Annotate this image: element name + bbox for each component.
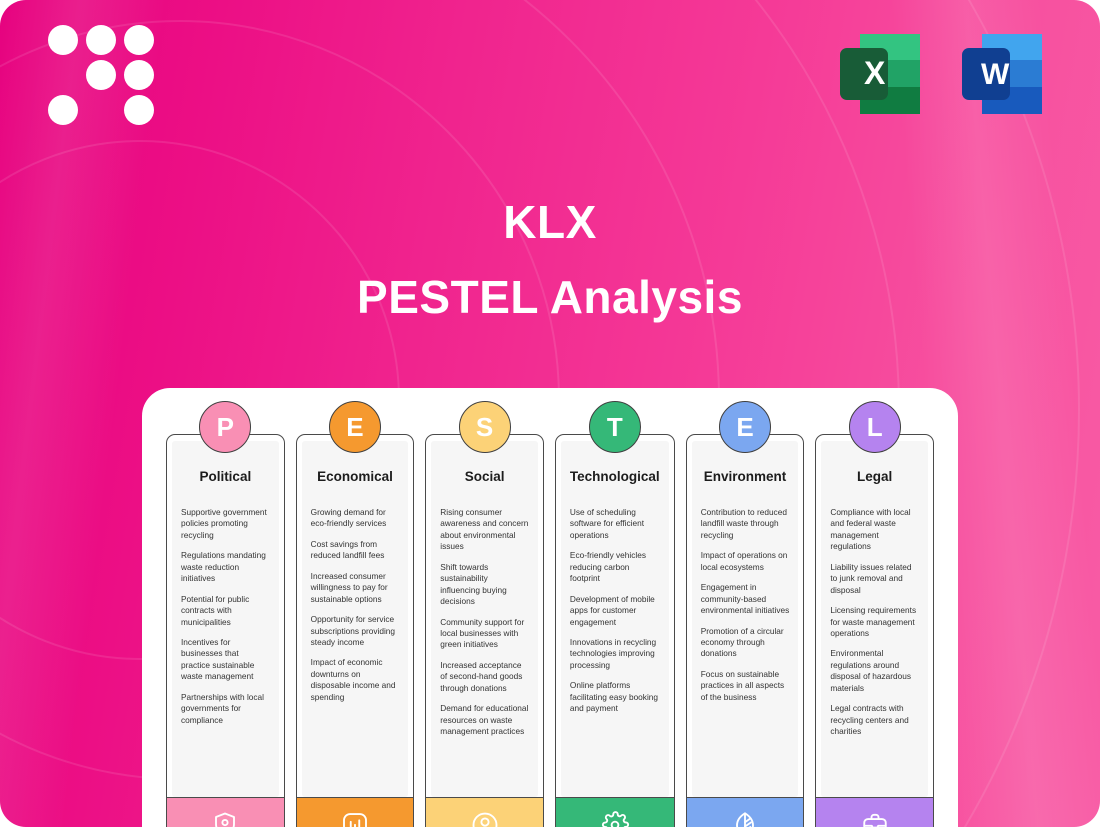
seven-dot-grid-logo — [48, 25, 154, 125]
hero-line-1: KLX — [503, 196, 597, 248]
column-letter-badge: T — [588, 401, 641, 453]
logo-dot — [124, 25, 154, 55]
word-icon[interactable]: W — [954, 26, 1050, 122]
column-point: Development of mobile apps for customer … — [569, 593, 655, 627]
column-letter-badge: P — [199, 401, 252, 453]
column-icon-bar — [816, 797, 933, 827]
column-point: Incentives for businesses that practice … — [181, 636, 255, 682]
column-letter-badge: S — [458, 401, 511, 453]
column-point: Regulations mandating waste reduction in… — [181, 550, 266, 584]
column-point: Impact of economic downturns on disposab… — [310, 657, 396, 702]
column-title: Political — [199, 469, 252, 484]
logo-dot — [124, 60, 154, 90]
user-circle-icon — [470, 810, 500, 827]
column-title: Legal — [857, 469, 893, 484]
hero-title: KLX PESTEL Analysis — [0, 196, 1100, 324]
column-point-list: Rising consumer awareness and concern ab… — [440, 507, 529, 746]
column-point: Potential for public contracts with muni… — [181, 593, 250, 627]
column-point: Eco-friendly vehicles reducing carbon fo… — [569, 550, 647, 584]
column-point: Impact of operations on local ecosystems — [700, 550, 788, 572]
column-point: Increased acceptance of second-hand good… — [440, 659, 523, 693]
column-point: Rising consumer awareness and concern ab… — [440, 507, 529, 552]
column-point: Liability issues related to junk removal… — [830, 561, 912, 595]
column-icon-bar — [296, 797, 414, 827]
pestel-column-environment[interactable]: E Environment Contribution to reduced land… — [685, 401, 805, 827]
column-point: Contribution to reduced landfill waste t… — [700, 507, 787, 540]
logo-dot — [48, 25, 78, 55]
hero-line-2: PESTEL Analysis — [357, 270, 743, 323]
column-point: Cost savings from reduced landfill fees — [310, 538, 385, 561]
column-point-list: Compliance with local and federal waste … — [830, 507, 919, 746]
column-title: Social — [464, 469, 505, 484]
column-point: Licensing requirements for waste managem… — [830, 605, 917, 638]
gear-icon — [600, 810, 630, 827]
column-panel: Social Rising consumer awareness and conc… — [431, 441, 538, 797]
column-point-list: Supportive government policies promoting… — [181, 507, 270, 735]
leaf-icon — [730, 810, 760, 827]
bar-chart-icon — [340, 810, 370, 827]
excel-icon[interactable]: X — [832, 26, 928, 122]
column-icon-bar — [686, 797, 804, 827]
column-panel: Political Supportive government policies … — [172, 441, 279, 797]
logo-dot — [86, 60, 116, 90]
svg-text:W: W — [981, 58, 1010, 91]
column-point: Engagement in community-based environmen… — [700, 582, 790, 616]
column-title: Environment — [703, 469, 787, 484]
column-panel: Economical Growing demand for eco-friendl… — [301, 441, 409, 797]
pestel-board: P Political Supportive government policies… — [142, 388, 958, 827]
logo-dot — [48, 95, 78, 125]
column-point: Shift towards sustainability influencing… — [440, 561, 507, 607]
pestel-column-economical[interactable]: E Economical Growing demand for eco-friend… — [295, 401, 415, 827]
column-title: Technological — [569, 469, 660, 484]
column-point: Partnerships with local governments for … — [181, 691, 265, 725]
shield-person-icon — [210, 810, 240, 827]
column-point: Growing demand for eco-friendly services — [310, 507, 387, 529]
column-point: Online platforms facilitating easy booki… — [569, 680, 659, 714]
column-panel: Environment Contribution to reduced landf… — [691, 441, 799, 797]
column-point: Opportunity for service subscriptions pr… — [310, 614, 396, 647]
column-title: Economical — [317, 469, 393, 484]
pestel-column-social[interactable]: S Social Rising consumer awareness and con… — [425, 401, 544, 827]
column-icon-bar — [426, 797, 543, 827]
column-point-list: Contribution to reduced landfill waste t… — [701, 507, 790, 712]
column-panel: Technological Use of scheduling software … — [560, 441, 669, 797]
column-point: Increased consumer willingness to pay fo… — [310, 570, 388, 604]
logo-dot — [86, 25, 116, 55]
column-point: Community support for local businesses w… — [440, 616, 525, 650]
svg-text:X: X — [864, 55, 886, 91]
pestel-column-technological[interactable]: T Technological Use of scheduling software… — [554, 401, 675, 827]
column-letter-badge: E — [719, 401, 771, 453]
column-point: Legal contracts with recycling centers a… — [830, 703, 909, 736]
column-point: Promotion of a circular economy through … — [700, 625, 784, 659]
column-point: Innovations in recycling technologies im… — [569, 636, 657, 670]
logo-dot — [124, 95, 154, 125]
pestel-column-political[interactable]: P Political Supportive government policies… — [166, 401, 285, 827]
column-letter-badge: L — [848, 401, 901, 453]
pestel-column-legal[interactable]: L Legal Compliance with local and federal … — [815, 401, 934, 827]
column-point: Focus on sustainable practices in all as… — [700, 668, 785, 702]
column-point: Compliance with local and federal waste … — [830, 507, 911, 552]
column-point: Environmental regulations around disposa… — [830, 648, 912, 693]
briefcase-icon — [860, 810, 890, 827]
column-point: Demand for educational resources on wast… — [440, 703, 529, 736]
pestel-columns: P Political Supportive government policies… — [166, 401, 934, 827]
column-letter-badge: E — [328, 401, 381, 453]
export-icon-group: X W — [832, 26, 1050, 122]
column-icon-bar — [555, 797, 674, 827]
column-panel: Legal Compliance with local and federal w… — [821, 441, 928, 797]
column-icon-bar — [167, 797, 284, 827]
column-point-list: Use of scheduling software for efficient… — [570, 507, 660, 724]
column-point-list: Growing demand for eco-friendly services… — [311, 507, 400, 712]
column-point: Use of scheduling software for efficient… — [569, 507, 645, 540]
column-point: Supportive government policies promoting… — [181, 507, 267, 540]
